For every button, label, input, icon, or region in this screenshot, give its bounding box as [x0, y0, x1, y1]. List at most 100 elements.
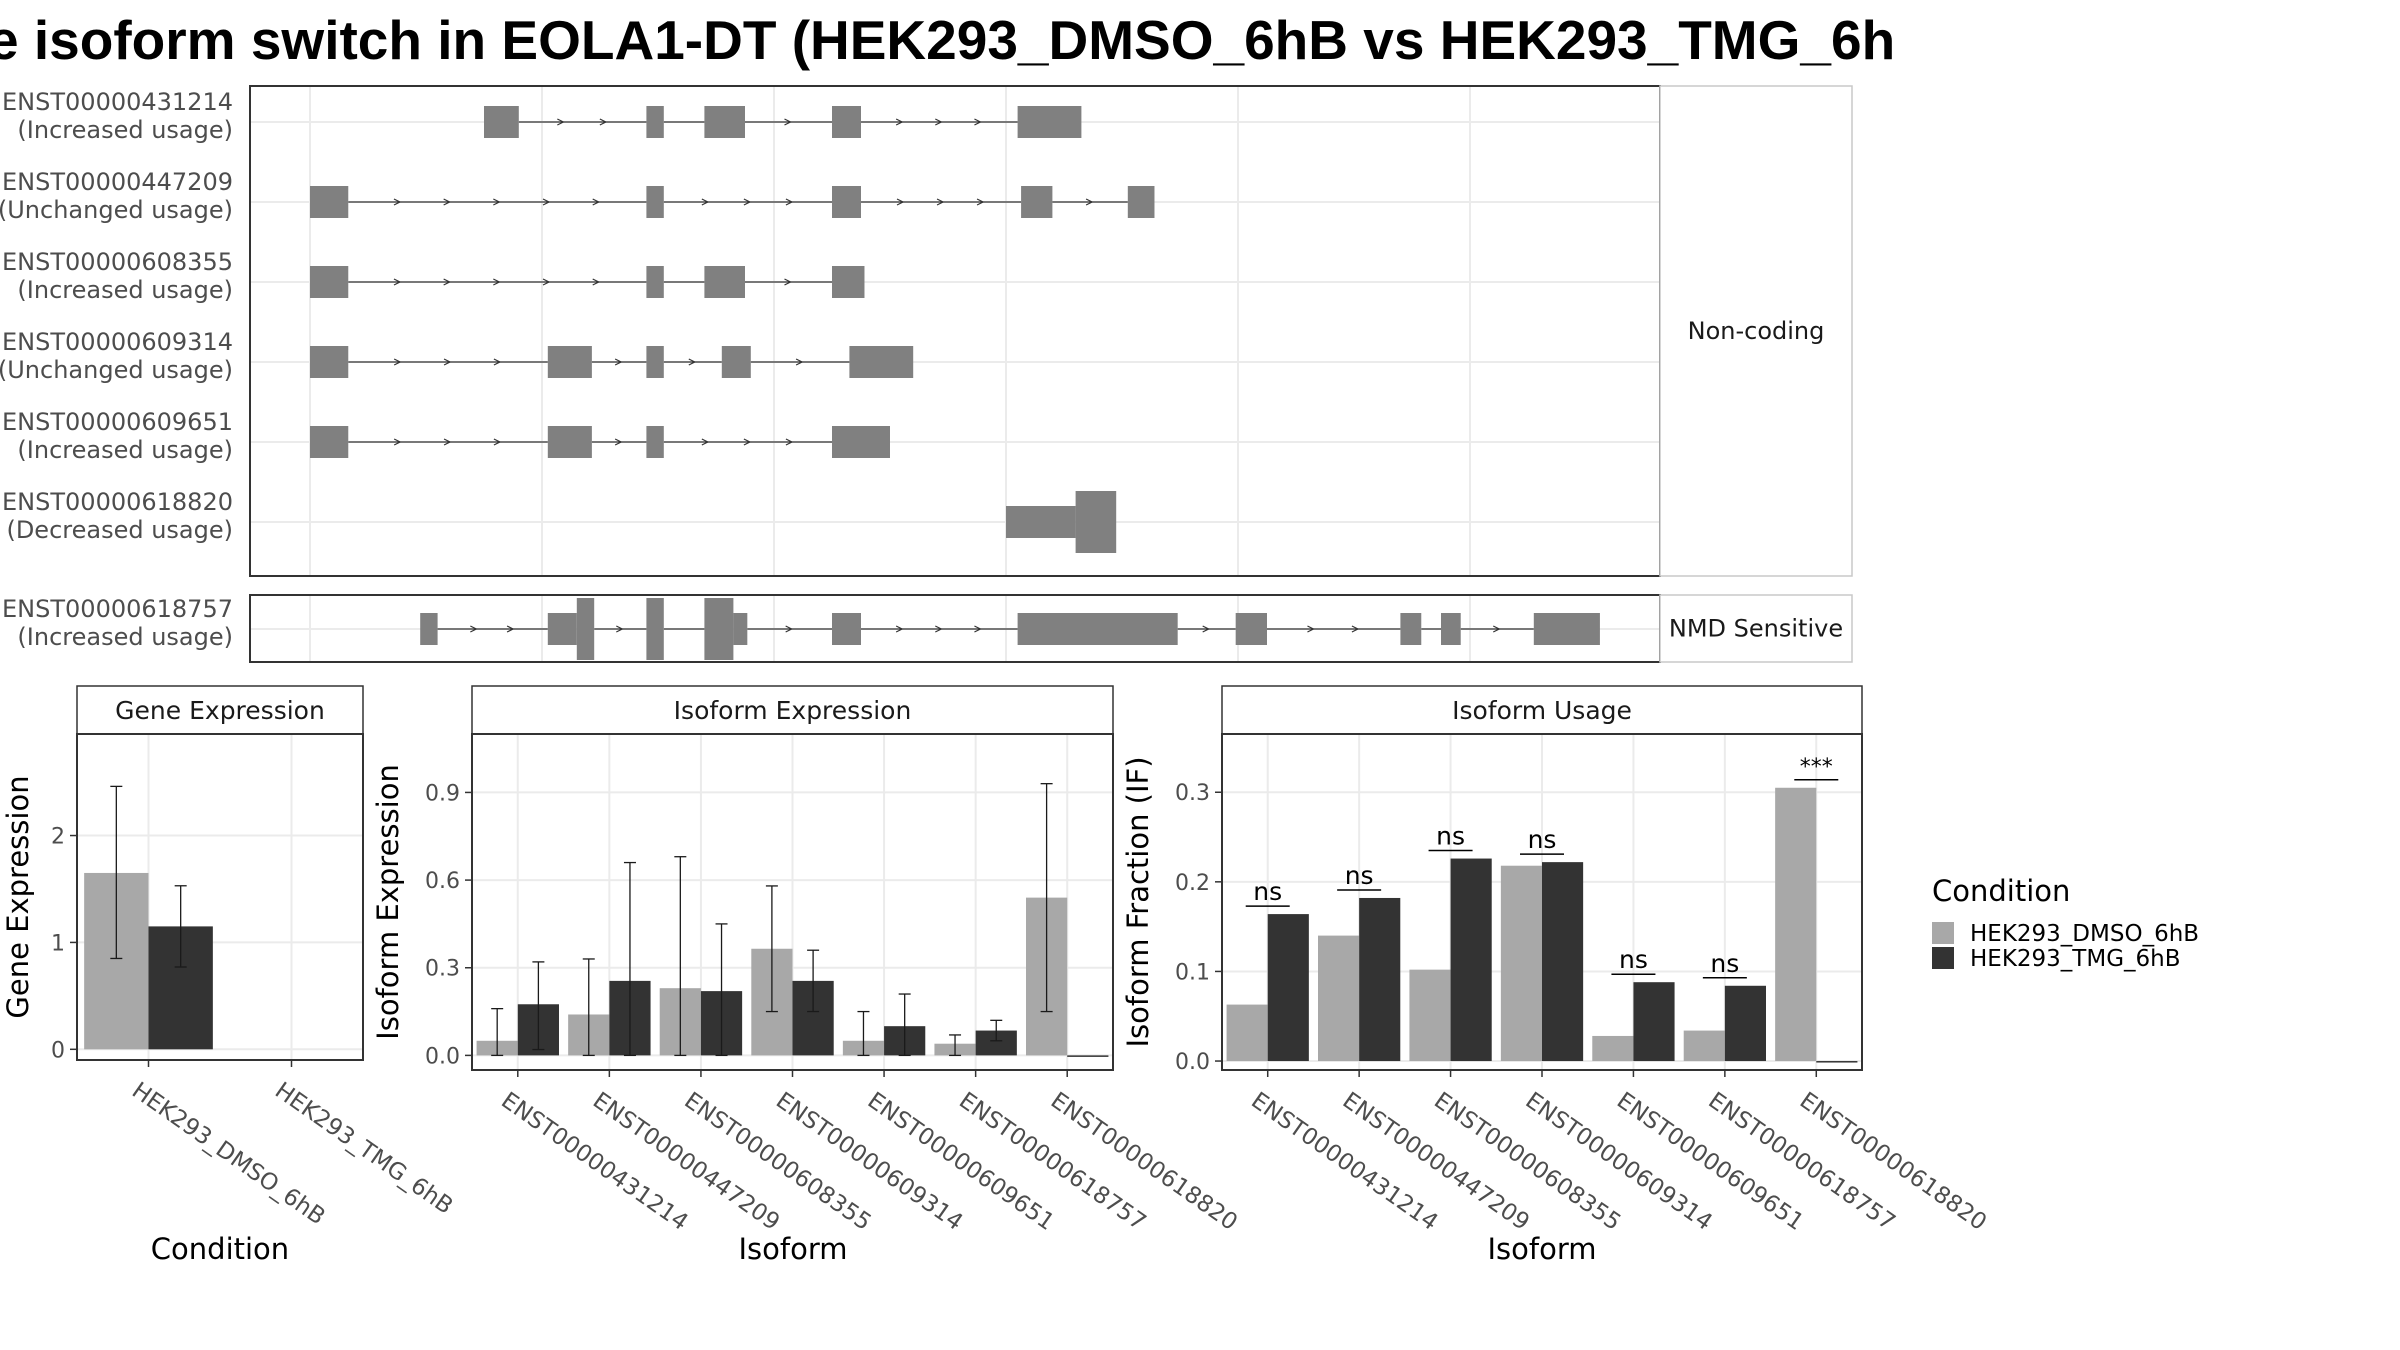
intron-arrow-icon — [616, 625, 624, 633]
intron-arrow-icon — [896, 198, 905, 206]
bar-tmg — [1067, 1055, 1109, 1057]
y-tick-label: 2 — [51, 825, 65, 850]
isoform-id-label: ENST00000618820 — [2, 488, 233, 516]
exon-block — [1075, 491, 1117, 553]
isoform-usage-label: (Increased usage) — [17, 436, 233, 464]
bar-tmg — [1267, 914, 1309, 1062]
bar-tmg — [1542, 862, 1584, 1062]
exon-block — [420, 613, 438, 645]
isoform-usage-label: (Decreased usage) — [6, 516, 233, 544]
exon-block — [1400, 613, 1422, 645]
bar-dmso — [1775, 787, 1817, 1062]
panel-strip — [76, 685, 364, 735]
y-tick-label: 0 — [51, 1038, 65, 1063]
intron-arrow-icon — [1307, 625, 1315, 633]
intron-arrow-icon — [936, 198, 945, 206]
isoform-usage-label: (Unchanged usage) — [0, 196, 233, 224]
intron-arrow-icon — [599, 118, 608, 126]
intron-arrow-icon — [1085, 198, 1094, 206]
intron-arrow-icon — [393, 358, 402, 366]
intron-arrow-icon — [443, 278, 451, 286]
legend-label: HEK293_TMG_6hB — [1970, 946, 2181, 972]
bar-tmg — [1724, 985, 1766, 1062]
significance-label: ns — [1345, 861, 1374, 890]
significance-label: ns — [1619, 945, 1648, 974]
intron-arrow-icon — [785, 438, 794, 446]
exon-block — [1017, 106, 1082, 138]
structure-panel-0 — [249, 85, 1661, 577]
intron-arrow-icon — [701, 198, 710, 206]
exon-block — [484, 106, 519, 138]
y-tick-label: 0.9 — [425, 781, 460, 806]
exon-block — [704, 598, 734, 660]
panel-title: Isoform Usage — [1452, 696, 1632, 725]
intron-arrow-icon — [743, 438, 752, 446]
isoform-id-label: ENST00000609651 — [2, 408, 233, 436]
structure-strip-label: NMD Sensitive — [1669, 615, 1843, 643]
y-axis-title: Isoform Expression — [371, 764, 405, 1040]
exon-block — [1006, 506, 1076, 538]
intron-arrow-icon — [614, 358, 623, 366]
y-tick-label: 0.0 — [1175, 1050, 1210, 1075]
intron-arrow-icon — [688, 358, 697, 366]
exon-block — [310, 266, 349, 298]
exon-block — [547, 613, 577, 645]
exon-block — [547, 426, 592, 458]
intron-arrow-icon — [935, 118, 943, 126]
panel-title: Isoform Expression — [674, 696, 912, 725]
intron-arrow-icon — [592, 198, 601, 206]
legend-title: Condition — [1932, 874, 2070, 908]
intron-arrow-icon — [493, 198, 501, 206]
bar-tmg — [1450, 858, 1492, 1062]
intron-arrow-icon — [974, 118, 982, 126]
y-tick-label: 0.3 — [1175, 781, 1210, 806]
intron-arrow-icon — [493, 438, 502, 446]
intron-arrow-icon — [557, 118, 565, 126]
panel-strip — [1221, 685, 1863, 735]
x-axis-title: Isoform — [738, 1232, 847, 1266]
y-axis-title: Gene Expression — [1, 775, 35, 1018]
intron-arrow-icon — [393, 278, 402, 286]
exon-block — [1533, 613, 1600, 645]
bar-dmso — [1226, 1004, 1268, 1062]
intron-arrow-icon — [614, 438, 623, 446]
exon-block — [646, 106, 664, 138]
structure-strip-label: Non-coding — [1688, 317, 1825, 345]
legend-key — [1932, 947, 1954, 969]
y-tick-label: 0.1 — [1175, 960, 1210, 985]
significance-label: ns — [1436, 822, 1465, 851]
isoform-usage-label: (Increased usage) — [17, 623, 233, 651]
intron-arrow-icon — [785, 198, 794, 206]
intron-arrow-icon — [393, 438, 402, 446]
exon-block — [832, 266, 865, 298]
bar-tmg — [1633, 982, 1675, 1062]
intron-arrow-icon — [974, 625, 982, 633]
isoform-id-label: ENST00000431214 — [2, 88, 233, 116]
intron-arrow-icon — [935, 625, 943, 633]
y-tick-label: 0.2 — [1175, 871, 1210, 896]
structure-strip-1 — [1659, 594, 1853, 663]
intron-arrow-icon — [743, 198, 752, 206]
intron-arrow-icon — [443, 438, 452, 446]
exon-block — [646, 426, 664, 458]
y-axis-title: Isoform Fraction (IF) — [1121, 756, 1155, 1047]
exon-block — [832, 426, 890, 458]
panel-strip — [471, 685, 1114, 735]
exon-block — [704, 266, 745, 298]
exon-block — [310, 426, 349, 458]
intron-arrow-icon — [895, 625, 904, 633]
bar-dmso — [1409, 969, 1451, 1062]
exon-block — [646, 266, 664, 298]
exon-block — [1127, 186, 1155, 218]
x-axis-title: Condition — [151, 1232, 289, 1266]
isoform-id-label: ENST00000447209 — [2, 168, 233, 196]
y-tick-label: 0.6 — [425, 869, 460, 894]
intron-arrow-icon — [784, 118, 792, 126]
intron-arrow-icon — [976, 198, 985, 206]
intron-arrow-icon — [592, 278, 601, 286]
exon-block — [1017, 613, 1178, 645]
isoform-id-label: ENST00000618757 — [2, 595, 233, 623]
significance-label: ns — [1710, 949, 1739, 978]
intron-arrow-icon — [895, 118, 904, 126]
exon-block — [1441, 613, 1461, 645]
